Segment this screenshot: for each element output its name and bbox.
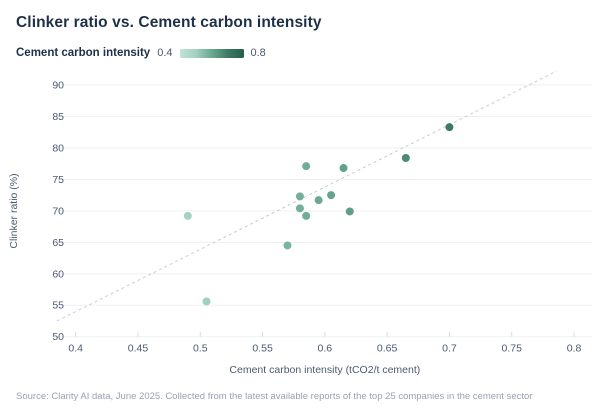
color-legend: Cement carbon intensity 0.4 0.8 xyxy=(16,46,266,60)
scatter-point xyxy=(314,196,323,205)
y-tick-label: 90 xyxy=(52,80,64,92)
y-tick-label: 80 xyxy=(52,142,64,154)
x-tick-label: 0.5 xyxy=(193,343,208,355)
legend-max-value: 0.8 xyxy=(250,47,266,59)
source-note: Source: Clarity AI data, June 2025. Coll… xyxy=(16,391,533,402)
x-tick-label: 0.65 xyxy=(377,343,398,355)
y-axis-label: Clinker ratio (%) xyxy=(8,173,20,248)
scatter-point xyxy=(345,207,354,216)
x-tick-label: 0.4 xyxy=(68,343,83,355)
scatter-point xyxy=(302,162,311,171)
y-tick-label: 50 xyxy=(52,331,64,343)
x-tick-label: 0.75 xyxy=(501,343,522,355)
scatter-point xyxy=(283,241,292,250)
scatter-point xyxy=(327,191,336,200)
y-tick-label: 75 xyxy=(52,174,64,186)
y-tick-label: 60 xyxy=(52,268,64,280)
scatter-point xyxy=(302,211,311,220)
scatter-point xyxy=(202,297,211,306)
x-tick-label: 0.45 xyxy=(128,343,149,355)
y-tick-label: 55 xyxy=(52,300,64,312)
x-tick-label: 0.8 xyxy=(567,343,582,355)
x-tick-label: 0.55 xyxy=(252,343,273,355)
chart-title: Clinker ratio vs. Cement carbon intensit… xyxy=(16,14,322,31)
x-tick-label: 0.7 xyxy=(442,343,457,355)
scatter-point xyxy=(401,153,410,162)
scatter-chart-svg: 50 55 60 65 70 75 80 85 90 0.4 0.45 0.5 0.55 0.6 0.65 0… xyxy=(8,70,592,376)
scatter-point xyxy=(295,192,304,201)
y-tick-label: 85 xyxy=(52,111,64,123)
scatter-point xyxy=(183,211,192,220)
x-tick-label: 0.6 xyxy=(318,343,333,355)
y-tick-label: 70 xyxy=(52,205,64,217)
scatter-point xyxy=(339,164,348,173)
legend-min-value: 0.4 xyxy=(157,47,173,59)
legend-label: Cement carbon intensity xyxy=(16,47,151,59)
scatter-chart: 50 55 60 65 70 75 80 85 90 0.4 0.45 0.5 0.55 0.6 0.65 0… xyxy=(0,70,600,382)
trend-line xyxy=(56,70,557,322)
y-tick-label: 65 xyxy=(52,237,64,249)
scatter-point xyxy=(295,204,304,213)
x-axis-label: Cement carbon intensity (tCO2/t cement) xyxy=(229,364,420,376)
scatter-point xyxy=(445,123,454,132)
legend-gradient-bar xyxy=(179,48,244,58)
